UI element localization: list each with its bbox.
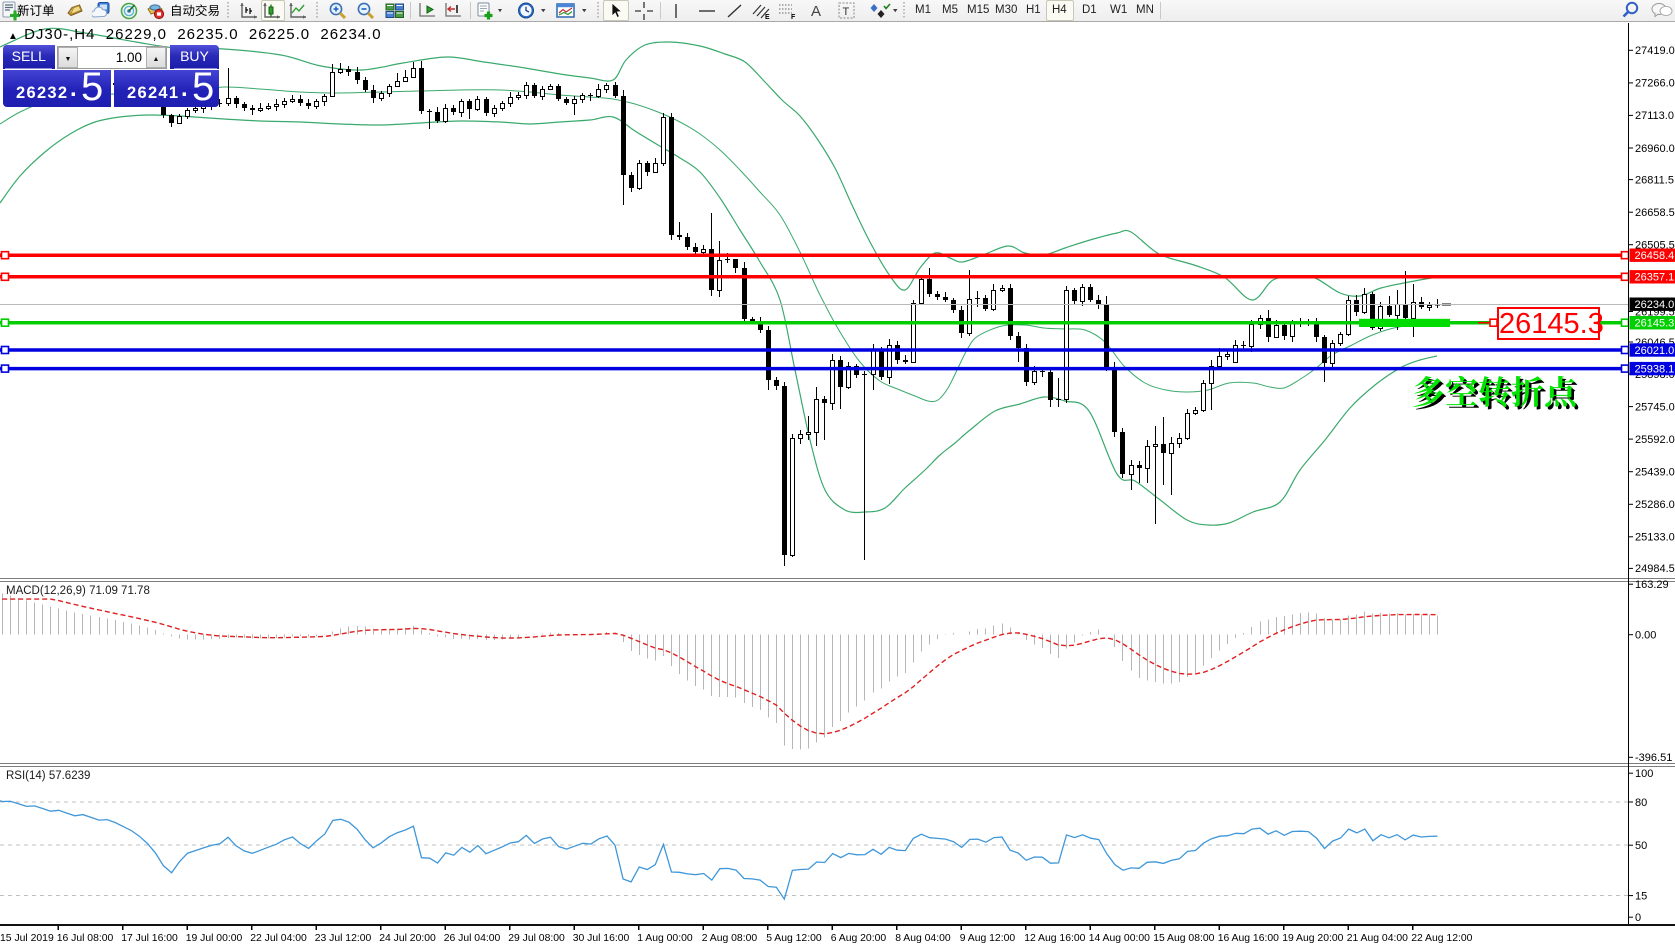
svg-text:16 Aug 16:00: 16 Aug 16:00 (1218, 933, 1279, 944)
svg-text:F: F (791, 14, 796, 20)
svg-text:50: 50 (1635, 840, 1647, 852)
svg-text:100: 100 (1635, 768, 1653, 780)
svg-text:E: E (765, 14, 770, 20)
svg-text:-396.51: -396.51 (1635, 752, 1672, 764)
svg-text:19 Aug 20:00: 19 Aug 20:00 (1282, 933, 1343, 944)
svg-text:26021.0: 26021.0 (1635, 345, 1675, 357)
svg-text:2 Aug 08:00: 2 Aug 08:00 (702, 933, 758, 944)
svg-text:25592.0: 25592.0 (1635, 434, 1675, 446)
svg-text:29 Jul 08:00: 29 Jul 08:00 (508, 933, 565, 944)
svg-text:T: T (843, 6, 850, 18)
svg-text:0: 0 (1635, 912, 1641, 924)
svg-text:17 Jul 16:00: 17 Jul 16:00 (121, 933, 178, 944)
svg-text:26658.5: 26658.5 (1635, 207, 1675, 219)
svg-text:12 Aug 16:00: 12 Aug 16:00 (1024, 933, 1085, 944)
svg-text:6 Aug 20:00: 6 Aug 20:00 (831, 933, 887, 944)
svg-text:23 Jul 12:00: 23 Jul 12:00 (315, 933, 372, 944)
svg-text:26234.0: 26234.0 (1635, 299, 1675, 311)
svg-text:MACD(12,26,9) 71.09 71.78: MACD(12,26,9) 71.09 71.78 (6, 585, 150, 597)
svg-text:30 Jul 16:00: 30 Jul 16:00 (573, 933, 630, 944)
svg-text:22 Aug 12:00: 22 Aug 12:00 (1411, 933, 1472, 944)
svg-text:80: 80 (1635, 797, 1647, 809)
svg-text:15 Jul 2019: 15 Jul 2019 (0, 933, 54, 944)
svg-text:26458.4: 26458.4 (1635, 250, 1675, 262)
svg-text:15 Aug 08:00: 15 Aug 08:00 (1153, 933, 1214, 944)
svg-text:24984.5: 24984.5 (1635, 563, 1675, 575)
svg-text:26811.5: 26811.5 (1635, 174, 1674, 186)
svg-text:26 Jul 04:00: 26 Jul 04:00 (444, 933, 501, 944)
svg-text:22 Jul 04:00: 22 Jul 04:00 (250, 933, 307, 944)
svg-text:27113.0: 27113.0 (1635, 110, 1674, 122)
svg-text:25133.0: 25133.0 (1635, 532, 1675, 544)
svg-text:8 Aug 04:00: 8 Aug 04:00 (895, 933, 951, 944)
svg-text:26357.1: 26357.1 (1635, 272, 1675, 284)
svg-text:1 Aug 00:00: 1 Aug 00:00 (637, 933, 693, 944)
svg-text:RSI(14) 57.6239: RSI(14) 57.6239 (6, 770, 90, 782)
svg-text:0.00: 0.00 (1635, 630, 1656, 642)
svg-text:27419.0: 27419.0 (1635, 45, 1675, 57)
svg-text:25439.0: 25439.0 (1635, 467, 1675, 479)
svg-text:16 Jul 08:00: 16 Jul 08:00 (57, 933, 114, 944)
svg-text:9 Aug 12:00: 9 Aug 12:00 (960, 933, 1016, 944)
svg-text:5 Aug 12:00: 5 Aug 12:00 (766, 933, 822, 944)
svg-text:26145.3: 26145.3 (1635, 318, 1675, 330)
svg-text:25938.1: 25938.1 (1635, 363, 1675, 375)
svg-text:21 Aug 04:00: 21 Aug 04:00 (1347, 933, 1408, 944)
svg-text:25286.0: 25286.0 (1635, 499, 1675, 511)
svg-text:14 Aug 00:00: 14 Aug 00:00 (1089, 933, 1150, 944)
svg-text:26960.0: 26960.0 (1635, 143, 1675, 155)
svg-text:25745.0: 25745.0 (1635, 401, 1675, 413)
svg-text:27266.0: 27266.0 (1635, 78, 1675, 90)
svg-text:24 Jul 20:00: 24 Jul 20:00 (379, 933, 436, 944)
svg-text:19 Jul 00:00: 19 Jul 00:00 (186, 933, 243, 944)
svg-text:15: 15 (1635, 890, 1647, 902)
svg-text:163.29: 163.29 (1635, 579, 1669, 591)
